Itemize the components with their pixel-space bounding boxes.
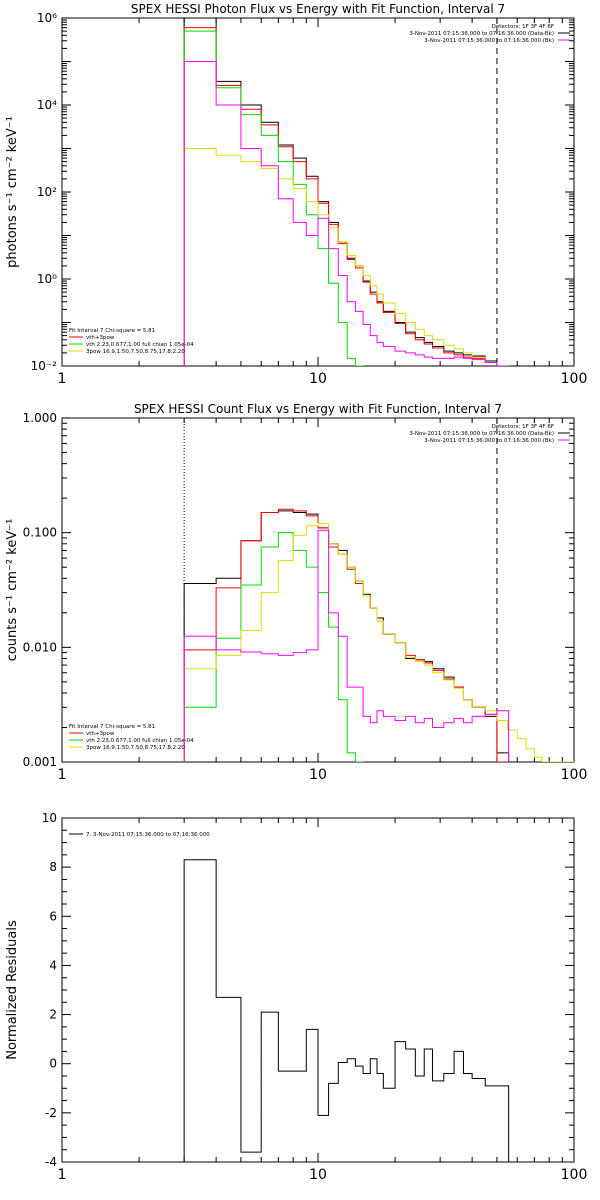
y-ticks bbox=[62, 17, 574, 367]
series-step-line-0 bbox=[183, 18, 509, 366]
series-group bbox=[183, 18, 544, 366]
x-tick-label: 1 bbox=[58, 1167, 67, 1183]
x-tick-label: 10 bbox=[309, 371, 327, 387]
legend-label: vth+3pow bbox=[86, 731, 115, 737]
series-step-line-2 bbox=[183, 532, 364, 762]
legend-header: Fit Interval 7 Chi-square = 5.81 bbox=[69, 724, 155, 730]
y-axis-label: counts s⁻¹ cm⁻² keV⁻¹ bbox=[5, 519, 20, 662]
series-group bbox=[183, 508, 574, 762]
legend-label: vth+3pow bbox=[86, 335, 115, 341]
y-tick-label: 10⁴ bbox=[37, 98, 57, 112]
y-tick-label: 0.010 bbox=[23, 640, 57, 654]
y-tick-label: 0.100 bbox=[23, 526, 57, 540]
series-step-line-0 bbox=[183, 859, 510, 1162]
series-group bbox=[183, 859, 510, 1162]
series-step-line-3 bbox=[183, 148, 544, 366]
y-tick-label: 10⁶ bbox=[37, 11, 57, 25]
series-step-line-4 bbox=[183, 529, 510, 762]
y-tick-label: 8 bbox=[49, 860, 57, 874]
y-tick-label: -4 bbox=[45, 1155, 57, 1169]
legend-header: Fit Interval 7 Chi-square = 5.81 bbox=[69, 328, 155, 334]
y-tick-label: 0.001 bbox=[23, 755, 57, 769]
y-tick-label: 0 bbox=[49, 1057, 57, 1071]
y-axis-label: Normalized Residuals bbox=[5, 920, 20, 1060]
y-tick-label: 10⁻² bbox=[31, 359, 58, 373]
x-ticks bbox=[61, 818, 575, 1162]
y-tick-label: 10 bbox=[42, 811, 57, 825]
y-tick-label: 1.000 bbox=[23, 411, 57, 425]
series-step-line-4 bbox=[183, 61, 509, 366]
panel-title: SPEX HESSI Photon Flux vs Energy with Fi… bbox=[131, 2, 505, 16]
legend-label: 3pow 16.9,1.50,7.50,8.75,17.8,2.20 bbox=[86, 349, 185, 355]
x-tick-label: 100 bbox=[561, 371, 588, 387]
series-step-line-1 bbox=[183, 27, 510, 366]
annotation-text: 3-Nov-2011 07:15:36.000 to 07:16:36.000 … bbox=[424, 38, 554, 44]
x-tick-label: 1 bbox=[58, 767, 67, 783]
y-tick-label: 10⁰ bbox=[37, 272, 57, 286]
series-step-line-1 bbox=[183, 508, 509, 762]
annotation-text: 3-Nov-2011 07:15:36.000 to 07:16:36.000 … bbox=[409, 31, 554, 37]
legend-label: vth 2.23,0.677,1.00 full chian 1.05e-04 bbox=[86, 738, 194, 744]
legend-label: 3pow 16.9,1.50,7.50,8.75,17.8,2.20 bbox=[86, 745, 185, 751]
x-tick-label: 10 bbox=[309, 767, 327, 783]
legend-label: vth 2.23,0.677,1.00 full chian 1.05e-04 bbox=[86, 342, 194, 348]
x-tick-label: 100 bbox=[561, 767, 588, 783]
y-ticks bbox=[62, 817, 574, 1163]
panel-2: 1 10 100 -4 -2 0 2 4 6 8 10 Normalized Residuals 7. … bbox=[5, 811, 587, 1183]
y-ticks bbox=[62, 417, 574, 763]
panel-title: SPEX HESSI Count Flux vs Energy with Fit… bbox=[134, 402, 502, 416]
x-tick-label: 10 bbox=[309, 1167, 327, 1183]
legend-label: 7. 3-Nov-2011 07:15:36.000 to 07:16:36.0… bbox=[86, 832, 210, 838]
y-tick-label: 2 bbox=[49, 1008, 57, 1022]
y-tick-label: 4 bbox=[49, 958, 57, 972]
x-tick-label: 1 bbox=[58, 371, 67, 387]
panel-0: SPEX HESSI Photon Flux vs Energy with Fi… bbox=[5, 2, 587, 387]
y-axis-label: photons s⁻¹ cm⁻² keV⁻¹ bbox=[5, 116, 20, 268]
x-tick-label: 100 bbox=[561, 1167, 588, 1183]
annotation-text: 3-Nov-2011 07:15:36.000 to 07:16:36.000 … bbox=[409, 431, 554, 437]
annotation-text: 3-Nov-2011 07:15:36.000 to 07:16:36.000 … bbox=[424, 438, 554, 444]
panel-1: SPEX HESSI Count Flux vs Energy with Fit… bbox=[5, 402, 587, 783]
annotation-text: Detectors: 1F 3F 4F 6F bbox=[492, 24, 554, 30]
y-tick-label: -2 bbox=[45, 1106, 57, 1120]
annotation-text: Detectors: 1F 3F 4F 6F bbox=[492, 424, 554, 430]
series-step-line-3 bbox=[183, 523, 574, 762]
y-tick-label: 6 bbox=[49, 909, 57, 923]
y-tick-label: 10² bbox=[37, 185, 57, 199]
series-step-line-2 bbox=[183, 30, 364, 366]
